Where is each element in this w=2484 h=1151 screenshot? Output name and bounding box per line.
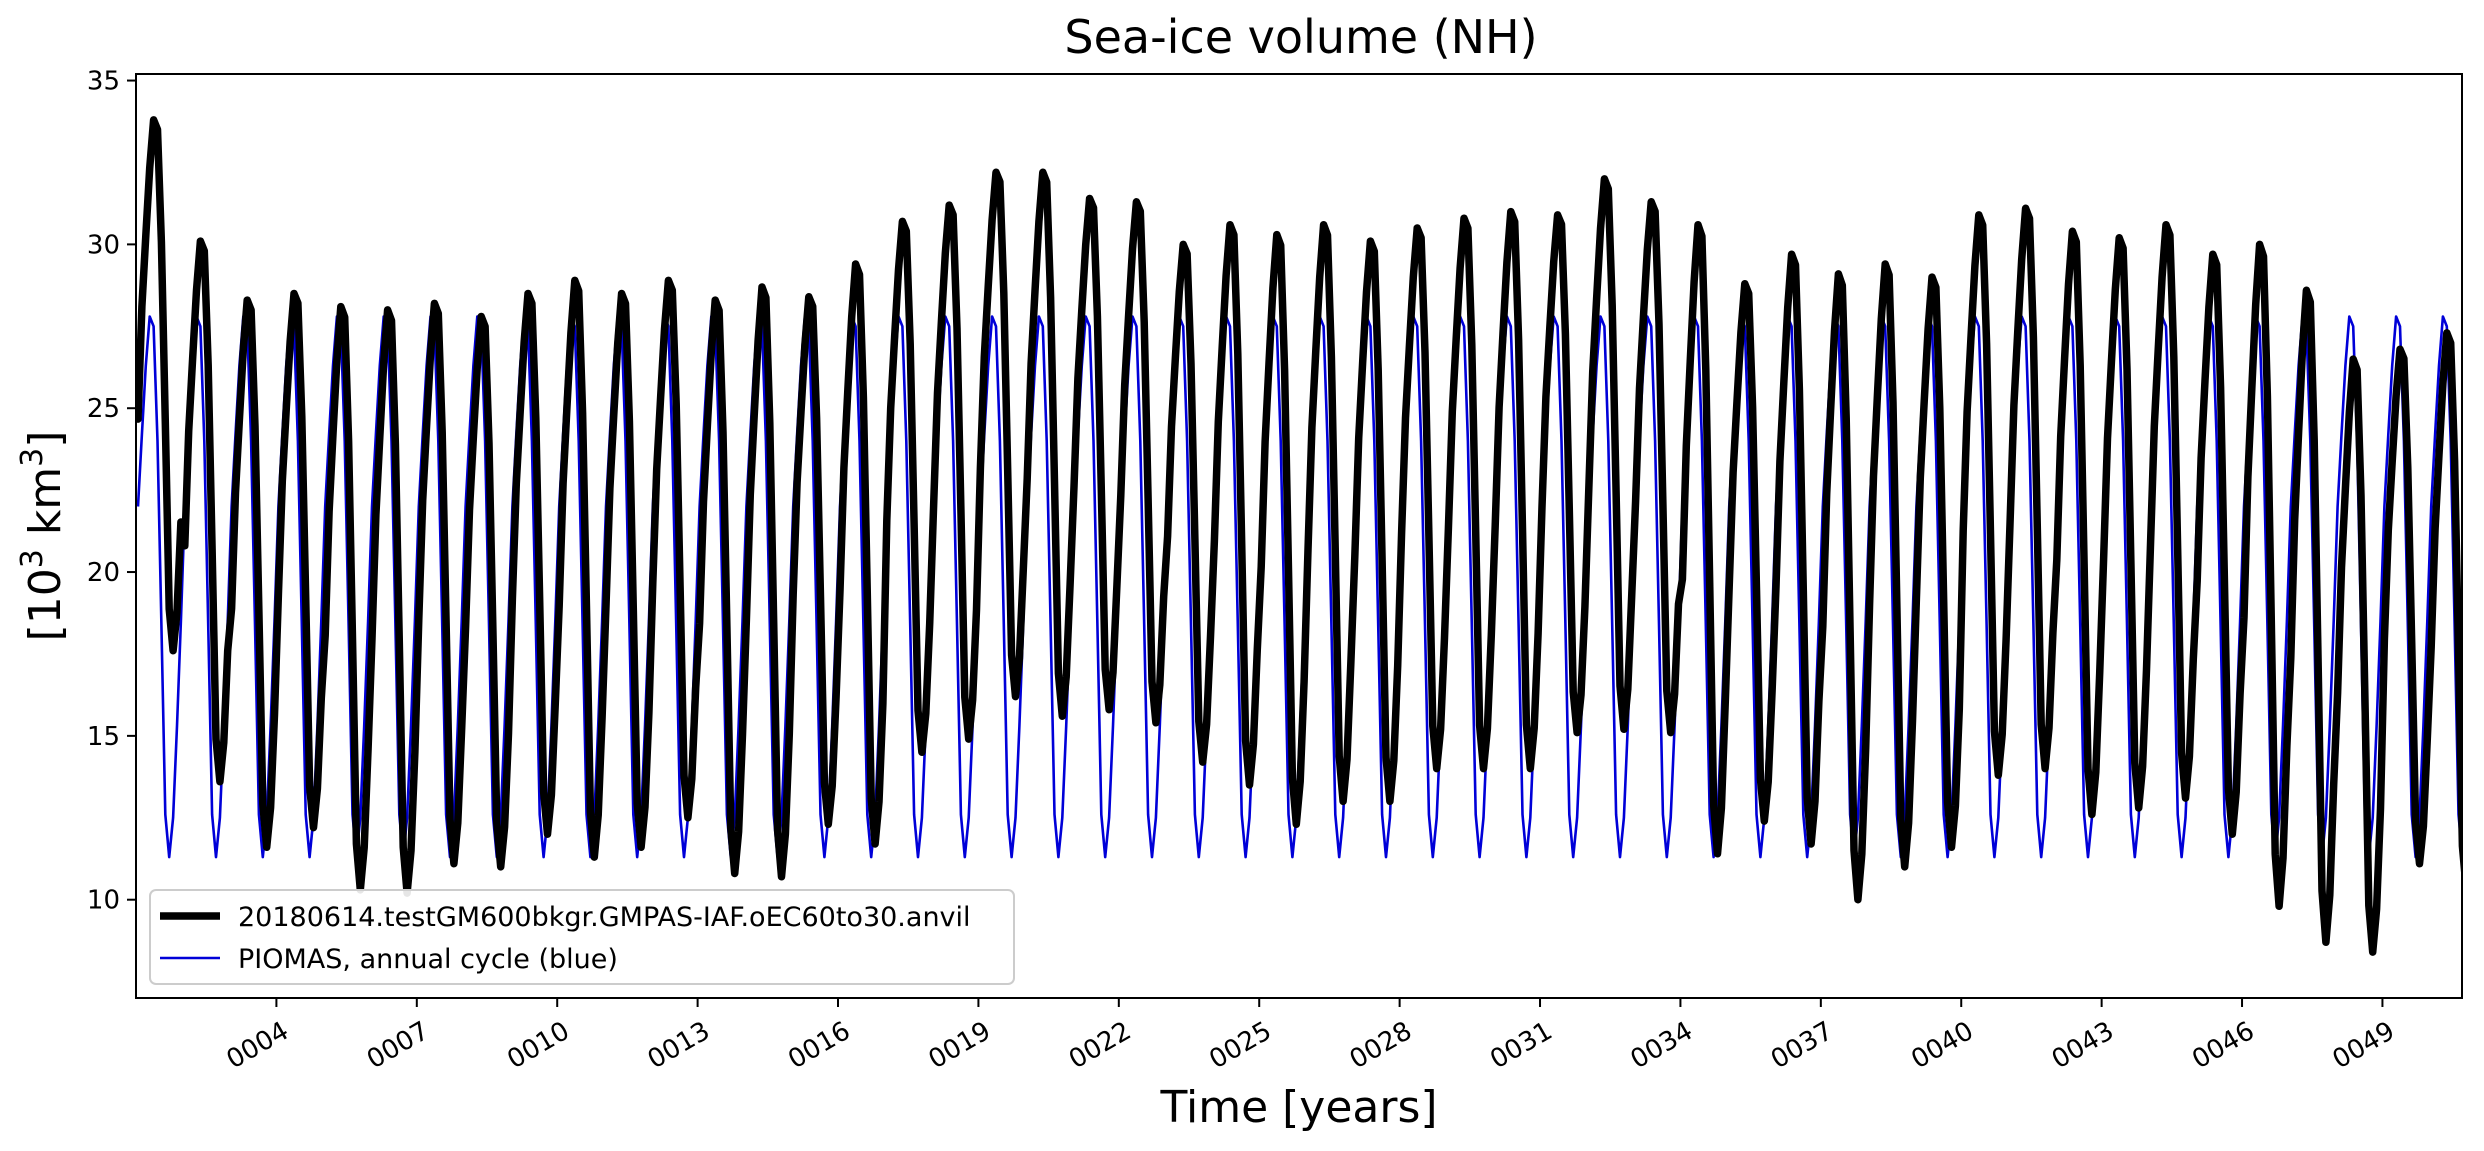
y-label-unit-power: 3: [15, 448, 50, 467]
y-axis-label: [103 km3]: [15, 431, 71, 642]
x-axis-label: Time [years]: [1159, 1082, 1437, 1133]
y-label-close: ]: [20, 431, 71, 448]
y-tick-label: 25: [87, 394, 120, 424]
y-tick-label: 10: [87, 886, 120, 916]
y-label-power: 3: [15, 549, 50, 568]
y-tick-label: 30: [87, 230, 120, 260]
series-line-piomas: [136, 315, 2462, 859]
legend: 20180614.testGM600bkgr.GMPAS-IAF.oEC60to…: [149, 889, 1015, 985]
y-tick-label: 35: [87, 67, 120, 97]
y-tick-label: 15: [87, 722, 120, 752]
y-axis-ticks: 10 15 20 25 30 35: [87, 67, 136, 916]
plot-frame: [135, 73, 2463, 999]
y-label-unit: km: [20, 467, 71, 549]
legend-label-piomas: PIOMAS, annual cycle (blue): [238, 944, 618, 975]
y-tick-label: 20: [87, 558, 120, 588]
legend-box: [149, 889, 1015, 985]
legend-label-model: 20180614.testGM600bkgr.GMPAS-IAF.oEC60to…: [238, 902, 971, 933]
chart-title: Sea-ice volume (NH): [1064, 10, 1537, 64]
y-label-base: [10: [20, 568, 71, 641]
series-line-model: [136, 116, 2462, 956]
plot-area: [136, 116, 2462, 956]
